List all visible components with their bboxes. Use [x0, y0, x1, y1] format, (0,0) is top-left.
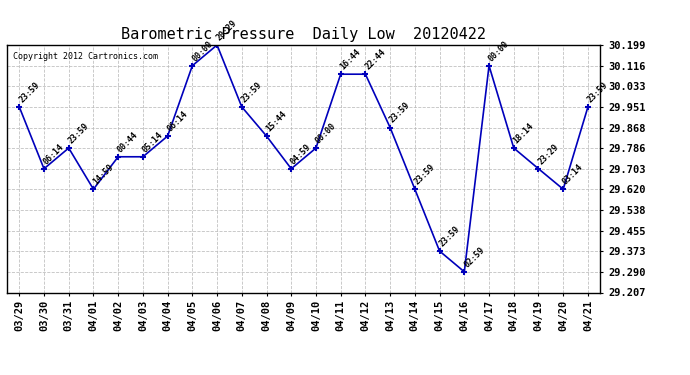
Text: 23:59: 23:59 [239, 80, 264, 104]
Text: 16:44: 16:44 [339, 47, 362, 71]
Text: 00:00: 00:00 [314, 121, 338, 145]
Text: 23:59: 23:59 [586, 80, 610, 104]
Text: 23:29: 23:29 [536, 142, 560, 166]
Text: 05:14: 05:14 [141, 130, 165, 154]
Text: 14:59: 14:59 [91, 162, 115, 186]
Text: 04:59: 04:59 [289, 142, 313, 166]
Text: 22:44: 22:44 [363, 47, 387, 71]
Text: 23:59: 23:59 [413, 162, 437, 186]
Text: 23:59: 23:59 [17, 80, 41, 104]
Text: 06:14: 06:14 [42, 142, 66, 166]
Text: 18:14: 18:14 [511, 121, 535, 145]
Text: 06:14: 06:14 [166, 109, 190, 133]
Text: 03:14: 03:14 [561, 162, 585, 186]
Text: 20:29: 20:29 [215, 18, 239, 42]
Text: Copyright 2012 Cartronics.com: Copyright 2012 Cartronics.com [13, 53, 158, 62]
Text: 15:44: 15:44 [264, 109, 288, 133]
Title: Barometric Pressure  Daily Low  20120422: Barometric Pressure Daily Low 20120422 [121, 27, 486, 42]
Text: 00:00: 00:00 [190, 39, 214, 63]
Text: 23:59: 23:59 [437, 224, 462, 248]
Text: 23:59: 23:59 [388, 101, 412, 125]
Text: 00:00: 00:00 [487, 39, 511, 63]
Text: 23:59: 23:59 [66, 121, 90, 145]
Text: 02:59: 02:59 [462, 245, 486, 269]
Text: 00:44: 00:44 [116, 130, 140, 154]
